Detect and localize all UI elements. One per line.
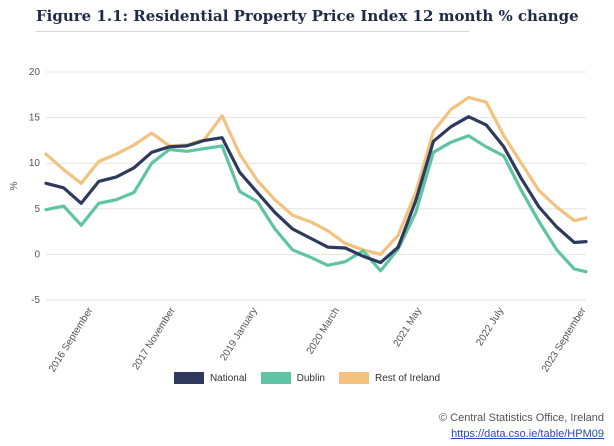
series-line-rest-of-ireland (44, 95, 588, 256)
x-tick-label: 2023 September (540, 305, 589, 374)
legend-label-national: National (209, 372, 247, 384)
x-tick-label: 2017 November (131, 305, 178, 372)
x-tick-label: 2021 May (392, 306, 425, 349)
gridlines (46, 71, 586, 301)
legend-label-dublin: Dublin (296, 372, 325, 384)
series-line-national (44, 115, 588, 265)
x-tick-label: 2022 July (474, 306, 506, 348)
y-tick-label: 10 (29, 158, 41, 169)
y-tick-label: 15 (29, 113, 41, 124)
source-link[interactable]: https://data.cso.ie/table/HPM09 (451, 428, 604, 440)
x-tick-label: 2019 January (218, 306, 259, 363)
legend-label-rest-of-ireland: Rest of Ireland (375, 372, 441, 384)
x-tick-label: 2016 September (47, 305, 96, 374)
legend-item-dublin[interactable]: Dublin (260, 372, 325, 384)
legend-swatch-rest-of-ireland (339, 372, 369, 384)
y-tick-label: -5 (31, 295, 40, 306)
series-line-dublin (44, 134, 588, 274)
y-axis-label: % (9, 181, 20, 190)
x-tick-label: 2020 March (305, 306, 342, 357)
x-axis: 2016 September 2017 November 2019 January 2… (47, 305, 589, 374)
legend-item-rest-of-ireland[interactable]: Rest of Ireland (339, 372, 440, 384)
series-lines (44, 95, 588, 274)
copyright-text: © Central Statistics Office, Ireland (438, 412, 604, 424)
title-divider (36, 31, 469, 32)
legend: National Dublin Rest of Ireland (0, 372, 614, 384)
y-tick-label: 5 (34, 204, 40, 215)
y-tick-label: 0 (34, 249, 40, 260)
figure-title: Figure 1.1: Residential Property Price I… (36, 7, 579, 25)
y-tick-label: 20 (29, 67, 41, 78)
y-axis: -5 0 5 10 15 20 (29, 67, 41, 306)
legend-item-national[interactable]: National (173, 372, 247, 384)
legend-swatch-national (173, 372, 204, 384)
legend-swatch-dublin (260, 372, 291, 384)
source-footer: © Central Statistics Office, Ireland htt… (439, 410, 604, 442)
